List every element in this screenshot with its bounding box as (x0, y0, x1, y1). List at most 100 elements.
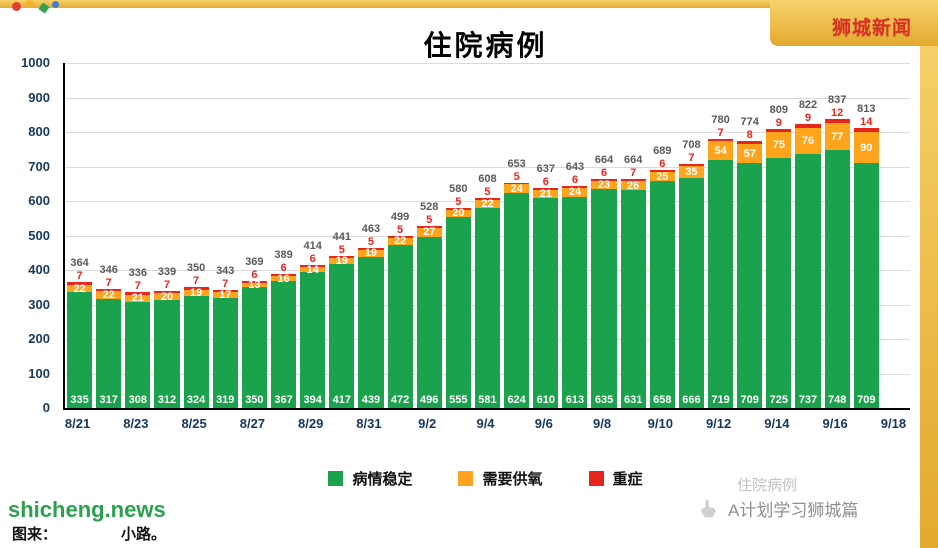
bar-label-total: 364 (70, 257, 89, 270)
bar-label-severe: 7 (630, 166, 637, 179)
bar-segment-stable (300, 272, 326, 408)
bar-label-stable: 613 (565, 394, 585, 406)
bar-label-stable: 719 (711, 394, 730, 406)
bar-label-oxygen: 22 (102, 288, 115, 301)
stacked-bar: 312 20 7 339 (154, 63, 180, 408)
bar-segment-oxygen (562, 188, 588, 197)
bar-segment-severe (212, 289, 238, 293)
legend-swatch (588, 471, 604, 486)
x-axis-tick-label: 8/31 (356, 416, 382, 431)
bar-label-total: 822 (798, 99, 818, 112)
caption-prefix: 图来： (12, 526, 58, 543)
x-axis-tick-label: 8/25 (181, 416, 207, 431)
image-source-caption: 图来： 小路。 (12, 523, 166, 544)
bar-label-oxygen: 54 (714, 144, 727, 157)
bar-segment-severe (183, 287, 209, 290)
bar-label-stable: 581 (478, 394, 497, 406)
bar-label-total: 580 (449, 182, 468, 195)
bar-label-oxygen: 20 (452, 207, 465, 220)
stacked-bar: 394 14 6 414 (300, 63, 326, 408)
bar-label-stable: 658 (653, 394, 672, 406)
bar-segment-stable (125, 301, 151, 408)
bar-segment-oxygen (358, 250, 384, 257)
bar-label-stable: 709 (740, 394, 759, 406)
stacked-bar: 737 76 9 822 (795, 63, 821, 408)
bar-segment-oxygen (416, 227, 442, 237)
stacked-bar: 335 22 7 364 (67, 63, 93, 408)
chart-title: 住院病例 (423, 30, 548, 61)
gridline (65, 63, 910, 64)
bar-segment-oxygen (824, 123, 850, 150)
bar-segment-severe (416, 225, 442, 228)
y-axis-tick-label: 200 (28, 331, 50, 346)
gridline (65, 132, 910, 133)
bar-label-oxygen: 21 (131, 292, 144, 305)
x-axis-tick-label: 9/10 (647, 416, 673, 431)
bar-label-severe: 6 (280, 261, 287, 274)
bar-label-oxygen: 90 (860, 141, 873, 154)
bar-label-total: 643 (565, 161, 585, 174)
bar-segment-oxygen (678, 166, 705, 179)
bar-segment-severe (329, 255, 355, 258)
stacked-bar: 635 23 6 664 (591, 63, 617, 408)
caption-suffix: 小路。 (121, 526, 167, 543)
bar-segment-oxygen (620, 181, 646, 191)
bar-segment-oxygen (300, 267, 326, 273)
bar-label-oxygen: 19 (335, 254, 348, 267)
stacked-bar: 631 26 7 664 (620, 63, 646, 408)
x-axis-tick-label: 9/12 (705, 416, 732, 431)
bar-segment-stable (853, 163, 879, 408)
x-axis-tick-label: 9/18 (880, 416, 907, 431)
bar-label-stable: 555 (449, 394, 468, 406)
bar-segment-stable (737, 163, 763, 408)
bar-label-severe: 5 (484, 186, 491, 199)
bar-label-oxygen: 19 (189, 286, 203, 299)
bar-segment-severe (591, 178, 617, 181)
y-axis-tick-label: 400 (28, 262, 50, 277)
bar-label-oxygen: 35 (685, 166, 698, 179)
bar-segment-oxygen (591, 181, 617, 189)
stacked-bar: 417 19 5 441 (329, 63, 355, 408)
bar-segment-stable (387, 245, 413, 408)
bar-label-severe: 14 (860, 115, 873, 128)
watermark-shicheng-news: shicheng.news (8, 497, 166, 522)
confetti-square-green-icon (38, 2, 50, 14)
x-axis-tick-label: 8/29 (298, 416, 324, 431)
bar-label-severe: 9 (775, 116, 782, 129)
bar-label-oxygen: 22 (393, 235, 407, 248)
bar-label-stable: 610 (536, 394, 555, 406)
bar-segment-oxygen (154, 293, 180, 301)
bar-segment-oxygen (737, 143, 763, 164)
bar-segment-stable (445, 216, 471, 408)
bar-label-severe: 7 (193, 275, 200, 288)
bar-label-stable: 394 (303, 394, 322, 406)
legend-label: 病情稳定 (352, 471, 413, 488)
bar-label-stable: 367 (274, 394, 293, 406)
bar-segment-severe (241, 280, 267, 283)
bar-label-oxygen: 14 (306, 263, 319, 276)
bar-label-severe: 9 (804, 112, 812, 125)
gold-frame-right (920, 0, 938, 548)
bar-label-severe: 7 (222, 277, 229, 290)
bar-label-stable: 324 (186, 394, 206, 406)
bar-segment-stable (358, 256, 384, 408)
bar-label-total: 664 (623, 153, 643, 166)
bar-segment-severe (678, 163, 705, 167)
bar-segment-stable (533, 197, 559, 408)
y-axis-tick-label: 900 (28, 89, 50, 105)
bar-segment-oxygen (795, 127, 821, 154)
legend-swatch (328, 471, 344, 486)
stacked-bar: 658 25 6 689 (649, 63, 675, 408)
bar-label-oxygen: 25 (656, 170, 669, 183)
x-axis-tick-label: 8/21 (64, 416, 91, 431)
bar-segment-oxygen (241, 282, 267, 288)
bar-label-severe: 7 (134, 280, 141, 293)
bar-label-total: 608 (478, 173, 497, 186)
bar-label-severe: 7 (163, 279, 171, 292)
bar-label-total: 653 (507, 157, 526, 170)
bar-segment-stable (96, 298, 122, 408)
legend-item: 重症 (588, 468, 643, 489)
x-axis-tick-label: 8/27 (239, 416, 266, 431)
bar-label-severe: 6 (659, 158, 666, 171)
bar-label-total: 441 (332, 230, 351, 243)
